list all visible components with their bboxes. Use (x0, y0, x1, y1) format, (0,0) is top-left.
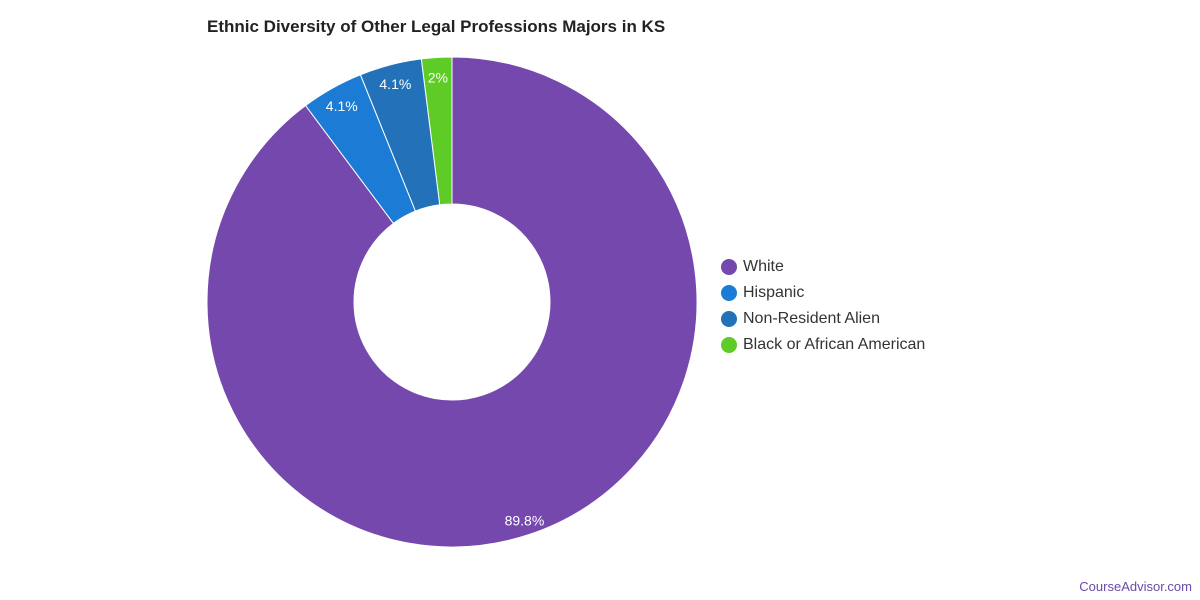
legend-item-non-resident-alien[interactable]: Non-Resident Alien (721, 306, 925, 332)
legend-swatch (721, 337, 737, 353)
data-label: 4.1% (326, 98, 358, 114)
data-label: 2% (428, 69, 448, 85)
legend-label: White (743, 258, 784, 275)
legend-label: Hispanic (743, 284, 805, 301)
brand-watermark[interactable]: CourseAdvisor.com (1079, 579, 1192, 594)
slice-hispanic[interactable] (304, 74, 417, 225)
legend-swatch (721, 285, 737, 301)
slice-non-resident-alien[interactable] (359, 58, 441, 212)
legend-item-hispanic[interactable]: Hispanic (721, 280, 925, 306)
legend-swatch (721, 259, 737, 275)
legend-swatch (721, 311, 737, 327)
legend-item-black-or-african-american[interactable]: Black or African American (721, 332, 925, 358)
chart-title: Ethnic Diversity of Other Legal Professi… (207, 17, 666, 36)
data-label: 89.8% (505, 512, 545, 528)
legend-label: Non-Resident Alien (743, 310, 880, 327)
legend-item-white[interactable]: White (721, 254, 925, 280)
slice-white[interactable] (206, 56, 698, 548)
data-label: 4.1% (379, 76, 411, 92)
legend-label: Black or African American (743, 336, 926, 353)
chart-legend: White Hispanic Non-Resident Alien Black or … (721, 254, 925, 358)
